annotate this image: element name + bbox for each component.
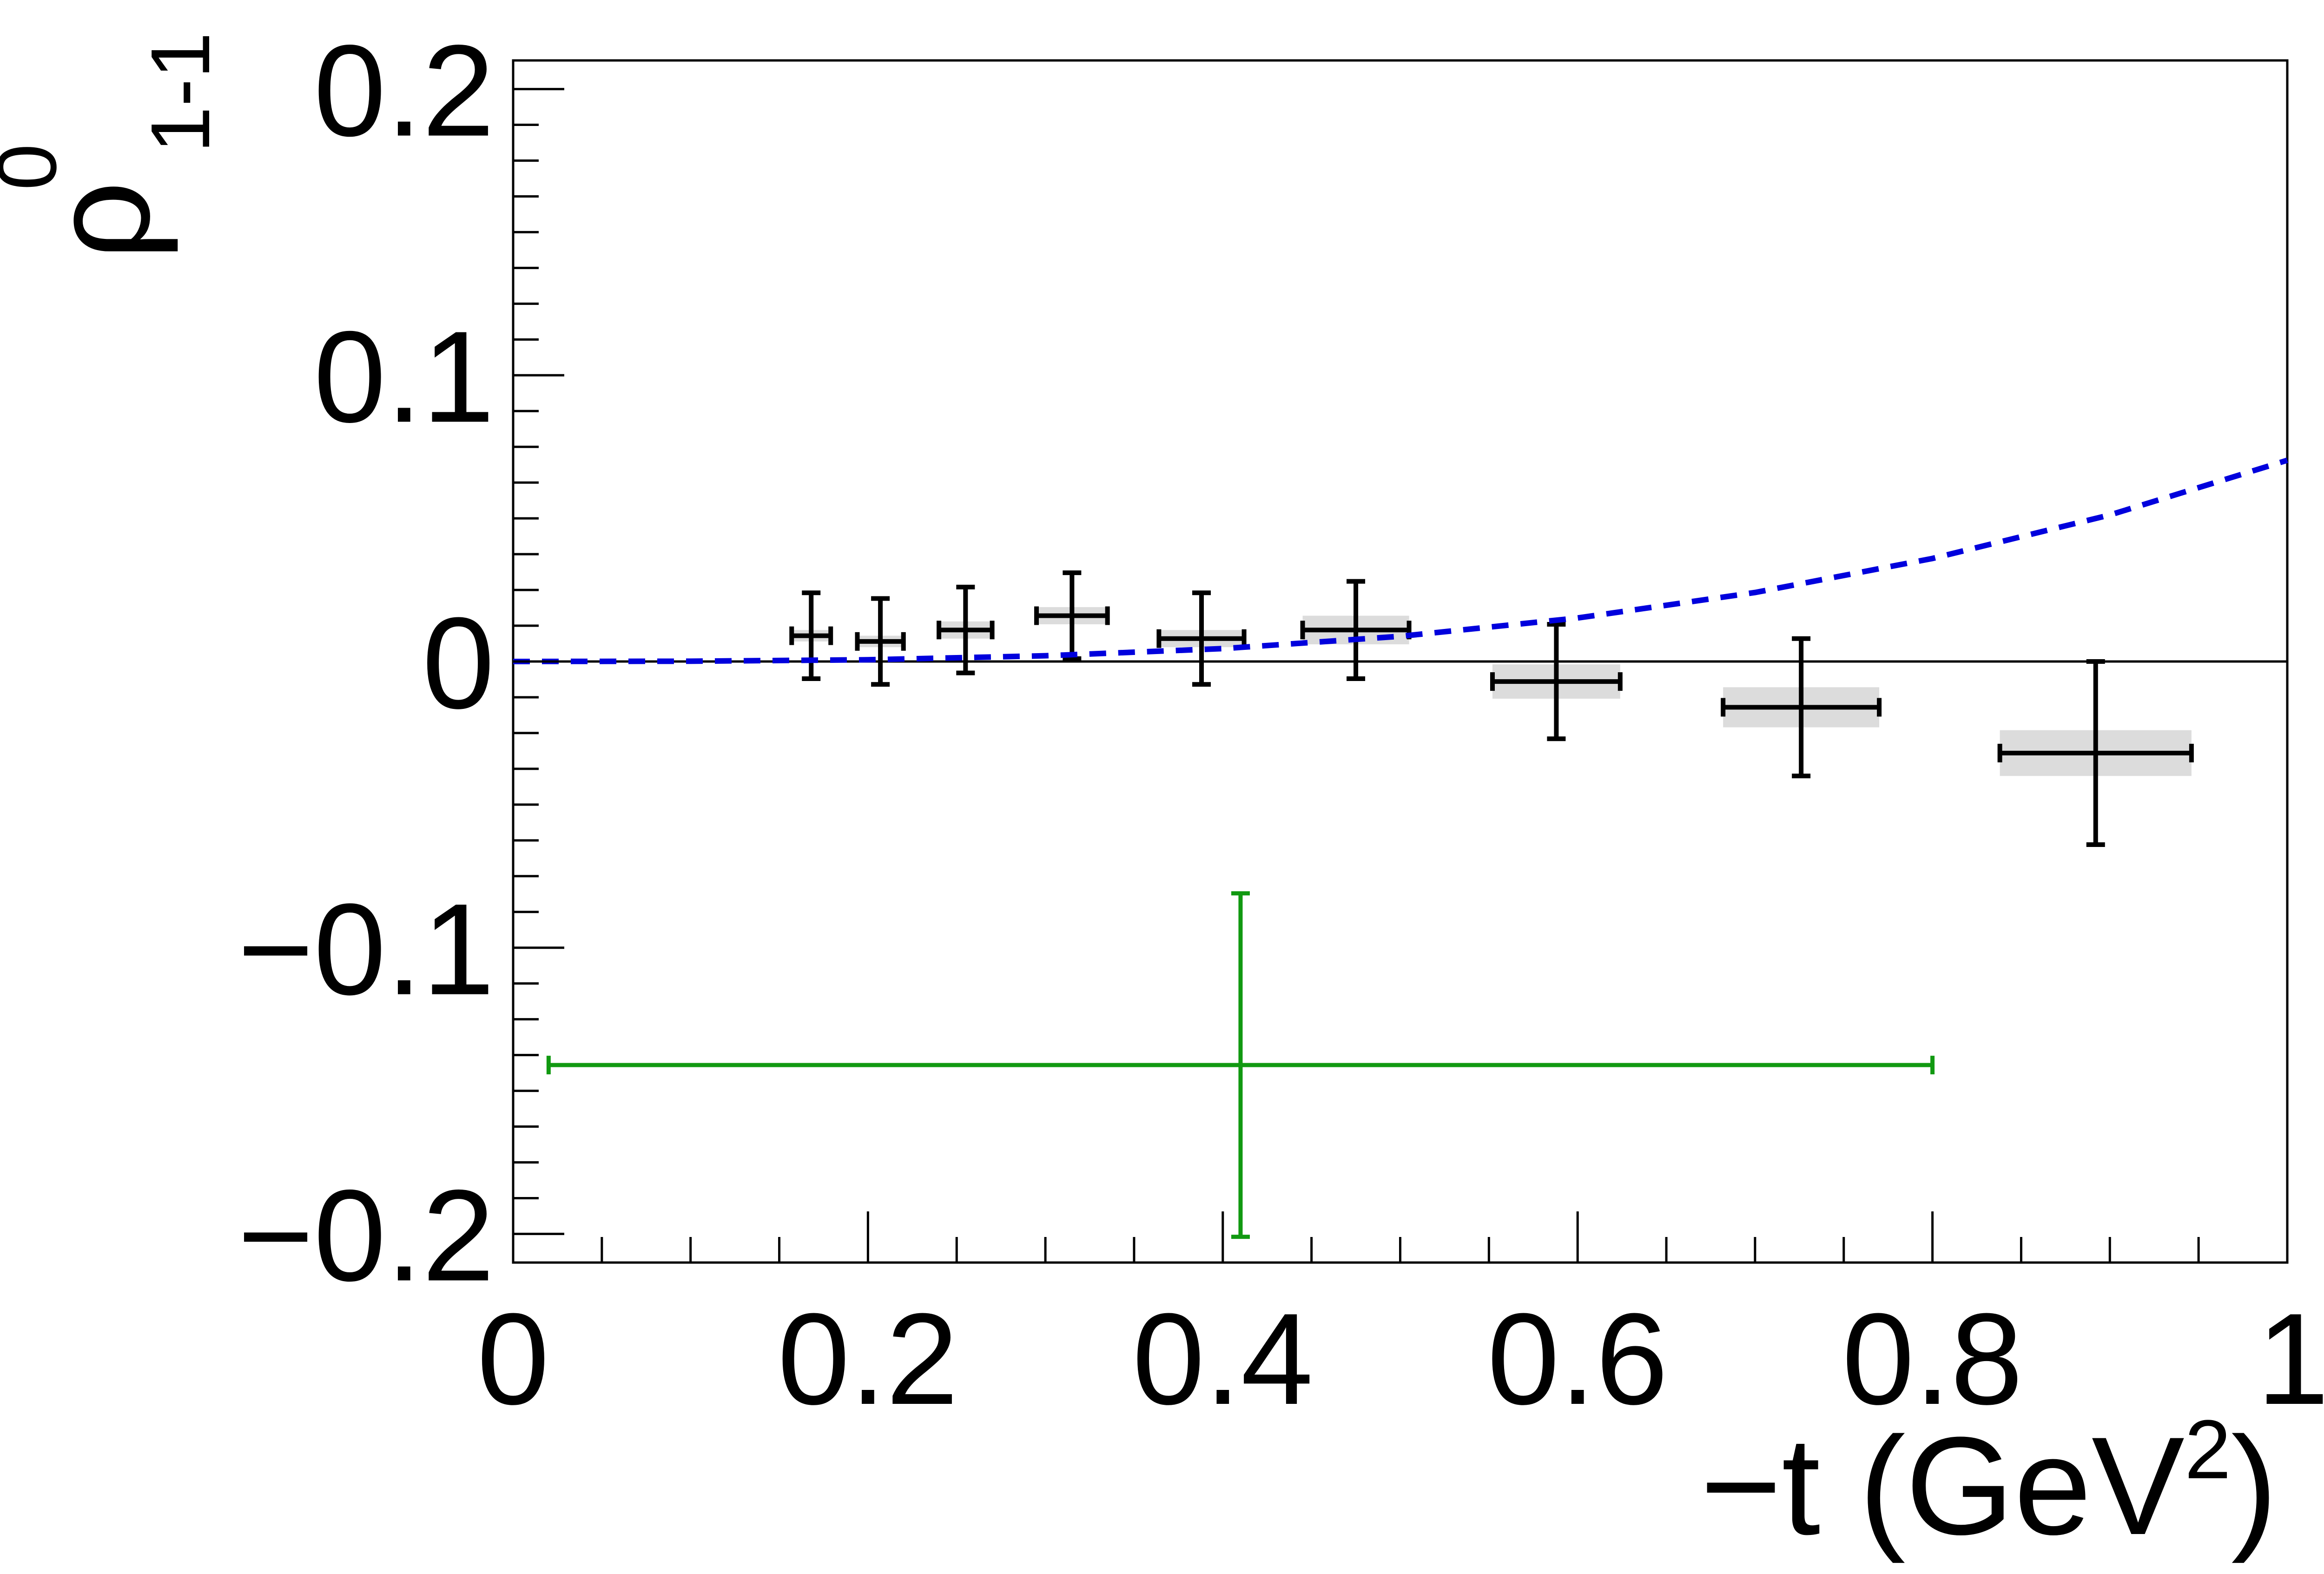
data-point: [789, 590, 833, 681]
y-tick-label: 0: [422, 591, 495, 736]
y-tick-label: 0.1: [314, 304, 495, 450]
axis-ticks: [512, 88, 2289, 1263]
y-tick-label: −0.1: [238, 877, 495, 1022]
data-point: [855, 596, 906, 687]
x-tick-label: 0.4: [1132, 1287, 1313, 1432]
data-point: [1490, 622, 1623, 741]
y-tick-label: 0.2: [314, 19, 495, 164]
plot-area: [512, 59, 2289, 1264]
y-tick-label: −0.2: [238, 1163, 495, 1308]
data-point: [937, 584, 995, 675]
x-axis-label: −t (GeV2): [1700, 1403, 2278, 1565]
x-tick-label: 0.8: [1842, 1287, 2023, 1432]
x-tick-label: 0.6: [1487, 1287, 1668, 1432]
y-axis-label: ρ01-1: [0, 32, 227, 260]
data-point: [1034, 570, 1110, 661]
data-point: [546, 891, 1935, 1239]
model-curve: [513, 457, 2288, 664]
tick-labels: 0 0.2 0.4 0.6 0.8 1 −0.2 −0.1 0 0.1 0.2: [238, 19, 2324, 1432]
x-tick-label: 1: [2257, 1287, 2324, 1432]
data-point: [1721, 636, 1882, 779]
data-point: [1156, 590, 1247, 687]
data-point: [1997, 659, 2194, 847]
x-tick-label: 0.2: [778, 1287, 958, 1432]
x-tick-label: 0: [477, 1287, 549, 1432]
